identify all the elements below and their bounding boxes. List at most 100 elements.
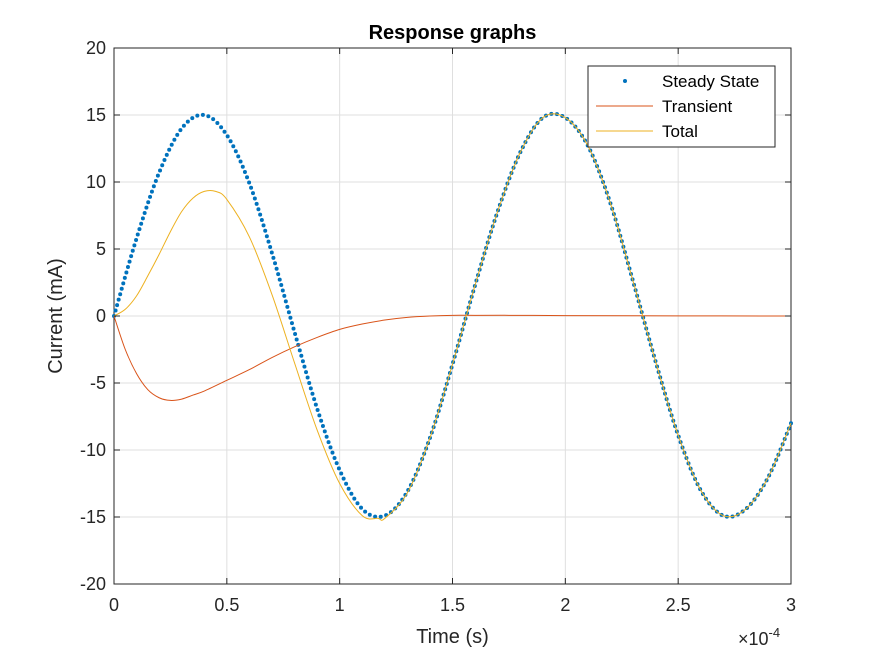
x-tick-label: 0.5: [214, 595, 239, 615]
y-tick-label: 5: [96, 239, 106, 259]
data-point: [352, 496, 357, 501]
x-tick-label: 3: [786, 595, 796, 615]
data-point: [315, 407, 320, 412]
x-axis-exponent: ×10-4: [738, 625, 780, 649]
data-point: [158, 168, 163, 173]
data-point: [215, 120, 220, 125]
data-point: [359, 505, 364, 510]
data-point: [140, 216, 145, 221]
x-tick-label: 1.5: [440, 595, 465, 615]
data-point: [119, 286, 124, 291]
data-point: [336, 466, 341, 471]
data-point: [283, 299, 288, 304]
data-point: [125, 265, 130, 270]
series-steady-state: [112, 111, 793, 519]
legend-label: Steady State: [662, 72, 759, 91]
data-point: [312, 397, 317, 402]
data-point: [129, 254, 134, 259]
data-point: [247, 180, 252, 185]
data-point: [308, 386, 313, 391]
data-point: [142, 210, 147, 215]
data-point: [288, 315, 293, 320]
y-tick-label: 15: [86, 105, 106, 125]
data-point: [261, 223, 266, 228]
data-point: [236, 154, 241, 159]
data-point: [328, 445, 333, 450]
data-point: [245, 175, 250, 180]
data-point: [162, 158, 167, 163]
legend-box: [587, 65, 776, 148]
data-point: [349, 491, 354, 496]
data-point: [330, 450, 335, 455]
x-exponent-power: -4: [769, 625, 781, 640]
data-point: [264, 234, 269, 239]
data-point: [363, 509, 368, 514]
data-point: [277, 277, 282, 282]
chart-title: Response graphs: [369, 22, 537, 44]
data-point: [317, 413, 322, 418]
data-point: [149, 189, 154, 194]
data-point: [200, 112, 205, 117]
data-point: [334, 461, 339, 466]
data-point: [139, 221, 144, 226]
data-point: [172, 137, 177, 142]
data-point: [310, 391, 315, 396]
data-point: [302, 364, 307, 369]
data-point: [181, 123, 186, 128]
data-point: [344, 481, 349, 486]
data-point: [291, 326, 296, 331]
y-tick-label: -5: [90, 373, 106, 393]
data-point: [122, 275, 127, 280]
y-tick-label: -10: [80, 440, 106, 460]
data-point: [297, 348, 302, 353]
data-point: [153, 178, 158, 183]
data-point: [240, 164, 245, 169]
data-point: [305, 375, 310, 380]
legend-label: Transient: [662, 97, 733, 116]
legend-label: Total: [662, 122, 698, 141]
data-point: [300, 359, 305, 364]
y-tick-label: 20: [86, 38, 106, 58]
legend-item-total: Total: [596, 122, 698, 141]
data-point: [228, 139, 233, 144]
data-point: [137, 227, 142, 232]
data-point: [124, 270, 129, 275]
series-line-transient: [113, 314, 792, 401]
data-point: [169, 142, 174, 147]
data-point: [146, 200, 151, 205]
data-point: [256, 207, 261, 212]
data-point: [378, 514, 383, 519]
data-point: [115, 303, 120, 308]
data-point: [238, 159, 243, 164]
data-point: [367, 512, 372, 517]
x-tick-label: 2: [560, 595, 570, 615]
data-point: [178, 128, 183, 133]
data-point: [127, 259, 132, 264]
data-point: [252, 196, 257, 201]
x-axis-label: Time (s): [416, 626, 489, 648]
series-line-total: [113, 113, 792, 521]
data-point: [326, 440, 331, 445]
data-point: [132, 243, 137, 248]
data-point: [269, 250, 274, 255]
data-point: [148, 194, 153, 199]
data-point: [266, 239, 271, 244]
data-point: [282, 293, 287, 298]
data-point: [130, 248, 135, 253]
data-point: [307, 380, 312, 385]
data-point: [206, 114, 211, 119]
ticks: 0 0.5 1 1.5 2 2.5 3 -20 -15 -10 -5 0 5 10 15 20: [80, 38, 796, 615]
data-point: [258, 212, 263, 217]
data-point: [167, 147, 172, 152]
data-point: [355, 501, 360, 506]
data-point: [268, 245, 273, 250]
data-point: [144, 205, 149, 210]
data-point: [276, 272, 281, 277]
data-point: [160, 163, 165, 168]
x-exponent-base: ×10: [738, 629, 769, 649]
data-point: [259, 217, 264, 222]
data-point: [113, 308, 118, 313]
data-point: [285, 304, 290, 309]
data-point: [116, 297, 121, 302]
data-point: [164, 152, 169, 157]
